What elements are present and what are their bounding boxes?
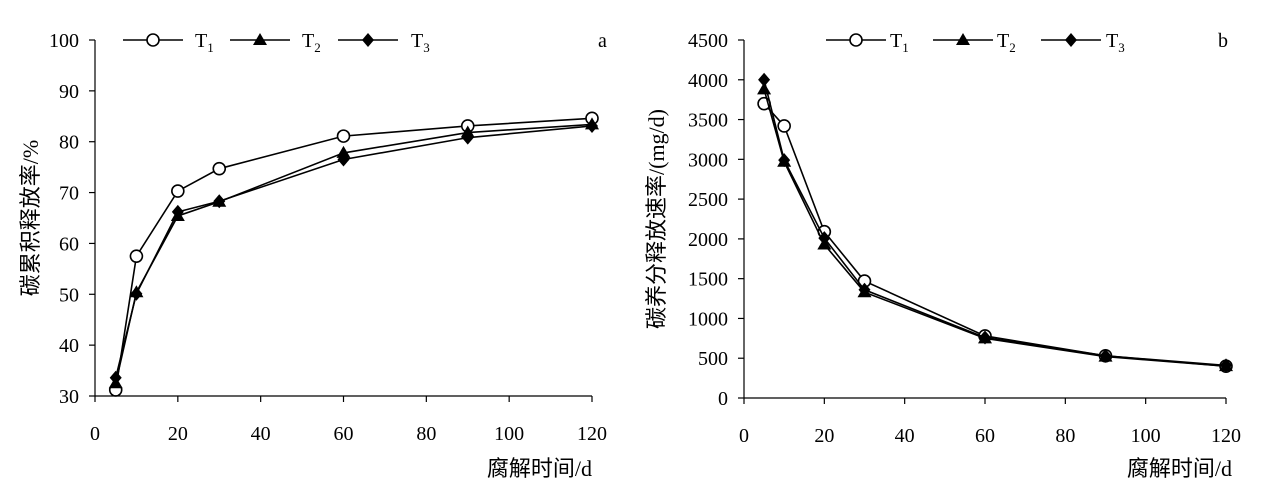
- legend-item-T1: T1: [123, 30, 214, 55]
- x-tick-label: 0: [739, 425, 749, 447]
- series-line-T2: [114, 123, 593, 384]
- x-tick-label: 60: [975, 425, 995, 447]
- data-point-T3: [758, 72, 771, 87]
- data-point-T1: [171, 184, 185, 198]
- data-point-T3: [778, 153, 791, 168]
- series-line-T1: [114, 117, 593, 391]
- chart-panel-a: 30 40 50 60 70 80 90 100 0 20 40 60 80 100 120 腐解时间/d 碳累…: [18, 30, 607, 481]
- data-point-T3: [858, 282, 871, 297]
- data-point-T3: [818, 231, 831, 246]
- legend-marker: [146, 33, 160, 47]
- data-point-T3: [130, 286, 143, 301]
- x-tick-label: 60: [334, 423, 354, 445]
- legend-marker: [956, 33, 970, 45]
- x-tick-label: 20: [168, 423, 188, 445]
- data-point-T2: [336, 145, 351, 158]
- y-tick-label: 4500: [688, 30, 728, 52]
- y-tick-label: 80: [59, 132, 79, 154]
- y-tick-label: 2500: [688, 189, 728, 211]
- x-tick-label: 80: [1055, 425, 1075, 447]
- y-tick-label: 70: [59, 183, 79, 205]
- y-axis-label: 碳累积释放率/%: [18, 140, 43, 296]
- series-line-T2: [763, 89, 1227, 367]
- x-tick-label: 40: [251, 423, 271, 445]
- data-point-T1: [336, 129, 351, 143]
- legend-label: T2: [302, 30, 321, 55]
- legend-marker: [253, 33, 267, 45]
- y-tick-label: 0: [718, 388, 728, 410]
- y-tick-label: 4000: [688, 70, 728, 92]
- y-tick-label: 40: [59, 335, 79, 357]
- x-axis-label: 腐解时间/d: [1127, 456, 1232, 481]
- x-tick-label: 120: [577, 423, 607, 445]
- legend-label: T3: [1106, 30, 1125, 55]
- y-axis-label: 碳养分释放速率/(mg/d): [644, 109, 669, 329]
- data-point-T1: [777, 119, 791, 133]
- x-tick-label: 120: [1211, 425, 1241, 447]
- legend-item-T1: T1: [826, 30, 909, 55]
- chart-panel-b: 0 500 1000 1500 2000 2500 3000 3500 4000 4500 0 20 4…: [644, 30, 1241, 481]
- panel-letter: a: [598, 30, 607, 52]
- legend-label: T1: [195, 30, 214, 55]
- y-tick-label: 500: [698, 348, 728, 370]
- legend-item-T2: T2: [933, 30, 1016, 55]
- legend-label: T1: [890, 30, 909, 55]
- data-point-T3: [171, 204, 184, 219]
- data-point-T3: [979, 330, 991, 345]
- data-point-T3: [586, 118, 598, 133]
- legend-item-T3: T3: [338, 30, 430, 55]
- y-tick-label: 100: [49, 30, 79, 52]
- legend-item-T2: T2: [230, 30, 321, 55]
- x-tick-label: 0: [90, 423, 100, 445]
- legend-label: T3: [411, 30, 430, 55]
- data-point-T3: [461, 130, 474, 145]
- series-line-T1: [763, 103, 1227, 367]
- x-tick-label: 20: [814, 425, 834, 447]
- y-tick-label: 2000: [688, 229, 728, 251]
- legend-marker: [849, 33, 863, 47]
- data-point-T1: [129, 249, 144, 263]
- data-point-T3: [1099, 348, 1112, 363]
- legend-item-T3: T3: [1041, 30, 1125, 55]
- legend-marker: [362, 33, 374, 47]
- x-tick-label: 40: [895, 425, 915, 447]
- y-tick-label: 30: [59, 386, 79, 408]
- data-point-T3: [109, 370, 122, 385]
- series-line-T3: [763, 79, 1227, 367]
- y-tick-label: 1000: [688, 308, 728, 330]
- x-tick-label: 100: [494, 423, 524, 445]
- y-tick-label: 3000: [688, 149, 728, 171]
- data-point-T1: [212, 161, 227, 176]
- y-tick-label: 3500: [688, 110, 728, 132]
- y-tick-label: 50: [59, 284, 79, 306]
- x-tick-label: 100: [1131, 425, 1161, 447]
- data-point-T3: [337, 152, 350, 167]
- y-tick-label: 90: [59, 81, 79, 103]
- y-tick-label: 60: [59, 233, 79, 255]
- legend-marker: [1065, 33, 1077, 47]
- legend-label: T2: [997, 30, 1016, 55]
- y-tick-label: 1500: [688, 269, 728, 291]
- x-axis-label: 腐解时间/d: [487, 456, 592, 481]
- data-point-T3: [1220, 358, 1232, 373]
- panel-letter: b: [1218, 30, 1228, 52]
- x-tick-label: 80: [416, 423, 436, 445]
- data-point-T3: [213, 194, 226, 209]
- series-line-T3: [114, 125, 593, 378]
